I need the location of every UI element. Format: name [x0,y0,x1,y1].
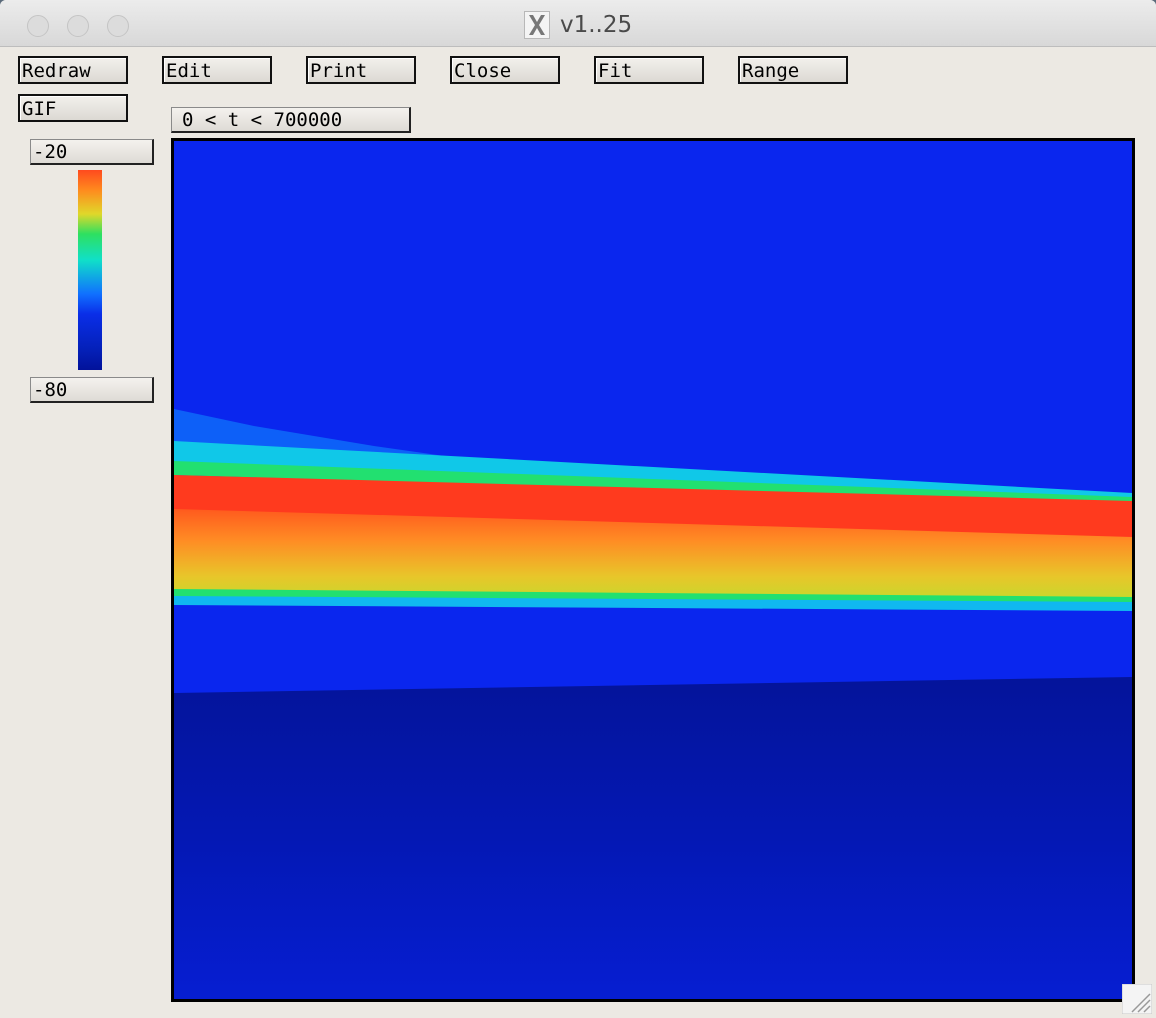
minimize-window-icon[interactable] [67,15,89,37]
title-bar: v1..25 [0,0,1156,47]
cyan-band-top [174,441,1132,503]
close-button[interactable]: Close [450,56,560,84]
edit-button[interactable]: Edit [162,56,272,84]
redraw-button[interactable]: Redraw [18,56,128,84]
heatmap-plot[interactable] [171,138,1135,1002]
window-title: v1..25 [524,11,632,39]
colorscale-max-field[interactable]: -20 [30,139,154,165]
fit-button[interactable]: Fit [594,56,704,84]
zoom-window-icon[interactable] [107,15,129,37]
green-band-top [174,461,1132,503]
time-range-field[interactable]: 0 < t < 700000 [171,107,411,133]
colorscale-min-field[interactable]: -80 [30,377,154,403]
red-band [174,475,1132,539]
range-button[interactable]: Range [738,56,848,84]
cyan-band-bottom [174,596,1132,611]
x11-icon [524,11,550,39]
print-button[interactable]: Print [306,56,416,84]
yellow-band [174,509,1132,599]
deep-blue-region [174,677,1132,999]
colorbar [78,170,102,370]
heatmap-image [174,141,1132,999]
close-window-icon[interactable] [27,15,49,37]
window-title-text: v1..25 [560,12,633,38]
resize-grip-icon[interactable] [1122,984,1152,1014]
green-band-bottom [174,589,1132,603]
gif-button[interactable]: GIF [18,94,128,122]
